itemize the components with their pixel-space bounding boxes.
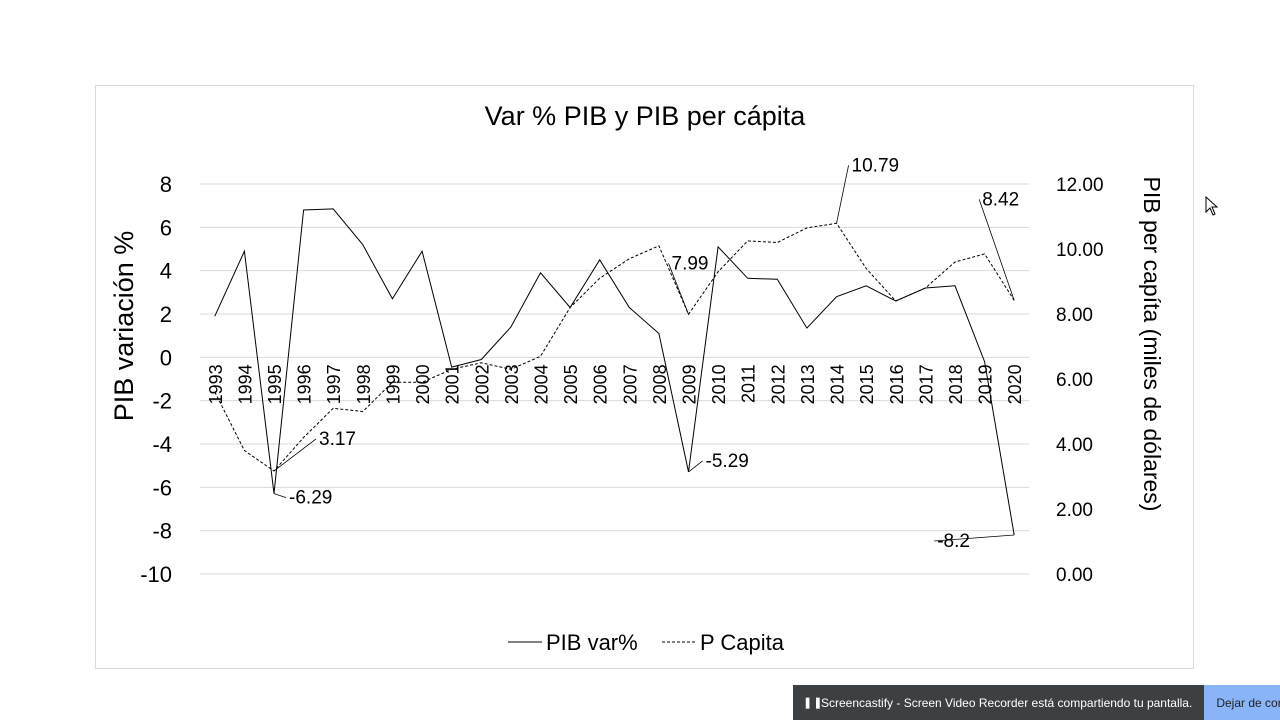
- category-label: 2018: [946, 364, 966, 404]
- left-axis-title: PIB variación %: [109, 231, 139, 422]
- category-label: 1995: [265, 364, 285, 404]
- mouse-cursor-icon: [1205, 196, 1219, 216]
- left-tick-label: -6: [152, 475, 172, 500]
- category-label: 2008: [650, 364, 670, 404]
- right-tick-label: 10.00: [1056, 240, 1104, 261]
- series-lines: [214, 208, 1015, 536]
- left-tick-label: -4: [152, 432, 172, 457]
- category-label: 1993: [206, 364, 226, 404]
- screen-share-message: Screencastify - Screen Video Recorder es…: [821, 695, 1193, 710]
- category-label: 2011: [739, 364, 759, 403]
- category-label: 1994: [235, 364, 255, 404]
- left-tick-label: 2: [160, 302, 172, 327]
- right-tick-label: 0.00: [1056, 565, 1093, 586]
- data-label: -8.2: [937, 531, 970, 552]
- category-label: 2009: [680, 364, 700, 404]
- category-label: 2002: [472, 364, 492, 404]
- left-tick-label: 0: [160, 345, 172, 370]
- category-label: 2003: [502, 364, 522, 404]
- leader-line: [273, 493, 287, 498]
- category-label: 2014: [828, 364, 848, 404]
- gridlines: [200, 183, 1029, 575]
- series-line-p-capita: [214, 222, 1015, 472]
- left-tick-label: -2: [152, 389, 172, 414]
- data-labels: -6.29 3.17 7.99 -5.29 10.79 8.42 -8.2: [273, 155, 1019, 552]
- category-label: 2010: [709, 364, 729, 404]
- category-label: 2020: [1005, 364, 1025, 404]
- category-label: 2000: [413, 364, 433, 404]
- leader-line: [668, 263, 689, 315]
- legend-label-pib: PIB var%: [546, 630, 638, 655]
- leader-line: [978, 199, 1015, 301]
- left-tick-label: 8: [160, 172, 172, 197]
- right-tick-label: 12.00: [1056, 175, 1104, 196]
- screen-share-bar: ❚❚ Screencastify - Screen Video Recorder…: [793, 685, 1280, 720]
- leader-line: [273, 438, 317, 472]
- left-tick-label: 6: [160, 215, 172, 240]
- left-tick-label: -10: [140, 562, 172, 587]
- data-label: -5.29: [706, 451, 749, 472]
- left-tick-label: 4: [160, 259, 172, 284]
- data-label: 10.79: [852, 155, 900, 176]
- data-label: 3.17: [319, 429, 356, 450]
- right-axis-title: PIB per capíta (miles de dólares): [1139, 177, 1165, 512]
- category-label: 2012: [768, 364, 788, 404]
- category-label: 2006: [591, 364, 611, 404]
- right-tick-label: 6.00: [1056, 370, 1093, 391]
- chart-frame: Var % PIB y PIB per cápita 8 6 4 2 0 -2 -4 -6 -8…: [95, 85, 1194, 669]
- category-label: 1996: [295, 364, 315, 404]
- left-tick-label: -8: [152, 519, 172, 544]
- category-label: 2013: [798, 364, 818, 404]
- leader-line: [688, 460, 703, 473]
- category-label: 2007: [620, 364, 640, 404]
- legend: PIB var% P Capita: [508, 630, 785, 655]
- category-label: 2015: [857, 364, 877, 404]
- leader-line: [836, 165, 849, 224]
- legend-label-pcapita: P Capita: [700, 630, 785, 655]
- category-label: 1998: [354, 364, 374, 404]
- category-label: 2004: [531, 364, 551, 404]
- series-line-pib-var: [214, 208, 1015, 536]
- leader-line: [934, 534, 1015, 542]
- right-tick-label: 2.00: [1056, 500, 1093, 521]
- data-label: 8.42: [982, 189, 1019, 210]
- right-tick-label: 8.00: [1056, 305, 1093, 326]
- category-labels: 1993 1994 1995 1996 1997 1998 1999 2000 2001 2002…: [206, 364, 1025, 404]
- right-tick-label: 4.00: [1056, 435, 1093, 456]
- pause-icon[interactable]: ❚❚: [803, 697, 824, 709]
- category-label: 2005: [561, 364, 581, 404]
- chart-svg: Var % PIB y PIB per cápita 8 6 4 2 0 -2 -4 -6 -8…: [109, 101, 1165, 655]
- category-label: 2016: [887, 364, 907, 404]
- left-axis-ticks: 8 6 4 2 0 -2 -4 -6 -8 -10: [140, 172, 172, 587]
- data-label: 7.99: [672, 253, 709, 274]
- chart-title: Var % PIB y PIB per cápita: [485, 101, 807, 131]
- right-axis-ticks: 12.00 10.00 8.00 6.00 4.00 2.00 0.00: [1056, 175, 1104, 586]
- data-label: -6.29: [289, 488, 332, 509]
- category-label: 2017: [916, 364, 936, 404]
- category-label: 1997: [324, 364, 344, 404]
- stop-sharing-button[interactable]: Dejar de compartir: [1204, 685, 1280, 720]
- category-label: 2001: [443, 364, 463, 404]
- category-label: 1999: [383, 364, 403, 404]
